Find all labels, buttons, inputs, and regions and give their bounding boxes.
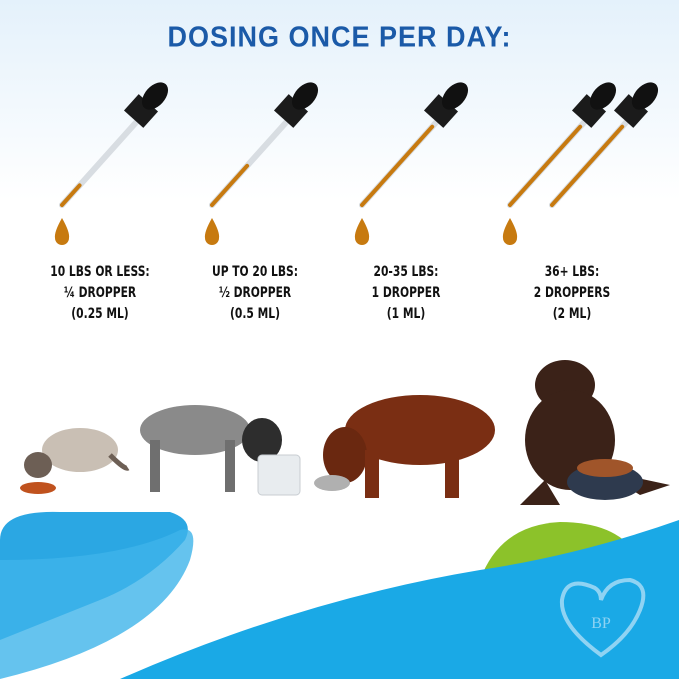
setter-dog — [314, 395, 495, 498]
dropper-icon — [204, 82, 319, 245]
drop-icon — [54, 218, 70, 245]
cat — [20, 428, 130, 494]
dose-weight: UP TO 20 LBS: — [211, 264, 298, 280]
dropper-icon — [54, 82, 169, 245]
labrador-dog — [520, 360, 670, 505]
svg-text:BP: BP — [591, 615, 611, 632]
dose-volume: (0.25 ML) — [71, 306, 129, 322]
dose-volume: (1 ML) — [386, 306, 426, 322]
dose-weight: 10 LBS OR LESS: — [50, 264, 150, 280]
dropper-icon — [502, 82, 617, 245]
dose-amount: 1 DROPPER — [371, 285, 441, 301]
dose-item: 36+ LBS: 2 DROPPERS (2 ML) — [504, 262, 640, 325]
dropper-icon — [549, 82, 659, 208]
dose-weight: 20-35 LBS: — [373, 264, 439, 280]
page-title: DOSING ONCE PER DAY: — [167, 21, 512, 53]
dose-volume: (0.5 ML) — [230, 306, 280, 322]
dose-volume: (2 ML) — [552, 306, 592, 322]
dose-item: UP TO 20 LBS: ½ DROPPER (0.5 ML) — [187, 262, 323, 325]
dose-item: 20-35 LBS: 1 DROPPER (1 ML) — [338, 262, 474, 325]
drop-icon — [354, 218, 370, 245]
dropper-icon — [354, 82, 469, 245]
drop-icon — [502, 218, 518, 245]
droppers — [54, 82, 659, 245]
dose-weight: 36+ LBS: — [544, 264, 600, 280]
wave-right — [120, 520, 679, 679]
dose-amount: 2 DROPPERS — [533, 285, 611, 301]
pointer-dog — [140, 405, 301, 496]
dose-amount: ¼ DROPPER — [63, 285, 137, 301]
dose-amount: ½ DROPPER — [218, 285, 292, 301]
brand-logo: BP — [559, 577, 646, 658]
dose-item: 10 LBS OR LESS: ¼ DROPPER (0.25 ML) — [32, 262, 168, 325]
drop-icon — [204, 218, 220, 245]
